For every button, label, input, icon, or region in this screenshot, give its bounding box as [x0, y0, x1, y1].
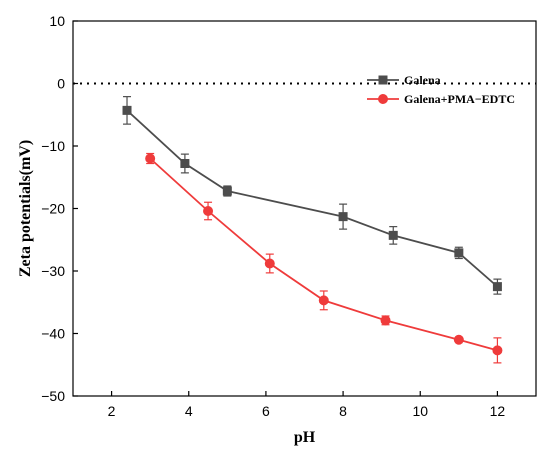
x-axis-title: pH [294, 429, 316, 446]
legend-marker-galena-pma-edtc [378, 94, 388, 104]
data-point-galena [388, 230, 398, 240]
data-point-galena-pma-edtc [318, 295, 329, 306]
y-tick-label: −20 [41, 201, 65, 217]
legend-marker-galena [378, 75, 388, 85]
data-point-galena [492, 282, 502, 292]
series-layer [122, 96, 503, 364]
y-tick-label: −40 [41, 326, 65, 342]
data-point-galena [454, 248, 464, 258]
y-tick-label: −30 [41, 263, 65, 279]
x-tick-label: 12 [490, 403, 506, 419]
data-point-galena-pma-edtc [203, 206, 214, 216]
legend-label-galena: Galena [404, 73, 441, 87]
y-tick-label: 0 [57, 76, 65, 92]
axes-layer: 2 4 6 8 10 12 −50 −40 −30 −20 −10 0 10 [41, 13, 505, 419]
series-line-galena [126, 109, 499, 288]
y-tick-label: −10 [41, 138, 65, 154]
series-line-galena-pma-edtc [149, 157, 498, 352]
data-point-galena [222, 186, 232, 196]
data-point-galena-pma-edtc [380, 315, 391, 326]
y-tick-label: 10 [49, 13, 65, 29]
legend-label-galena-pma-edtc: Galena+PMA−EDTC [404, 92, 515, 106]
x-tick-label: 6 [262, 403, 270, 419]
legend: Galena Galena+PMA−EDTC [367, 73, 515, 106]
data-point-galena-pma-edtc [145, 153, 156, 164]
data-point-galena [180, 159, 190, 168]
x-tick-label: 8 [339, 403, 347, 419]
data-point-galena-pma-edtc [453, 334, 464, 345]
data-point-galena-pma-edtc [264, 258, 275, 269]
x-tick-label: 2 [108, 403, 116, 419]
y-tick-label: −50 [41, 388, 65, 404]
data-point-galena [122, 105, 132, 115]
data-point-galena [338, 212, 348, 222]
x-tick-label: 10 [412, 403, 428, 419]
x-tick-label: 4 [185, 403, 193, 419]
data-point-galena-pma-edtc [492, 345, 503, 356]
y-axis-title: Zeta potentials(mV) [17, 140, 34, 277]
